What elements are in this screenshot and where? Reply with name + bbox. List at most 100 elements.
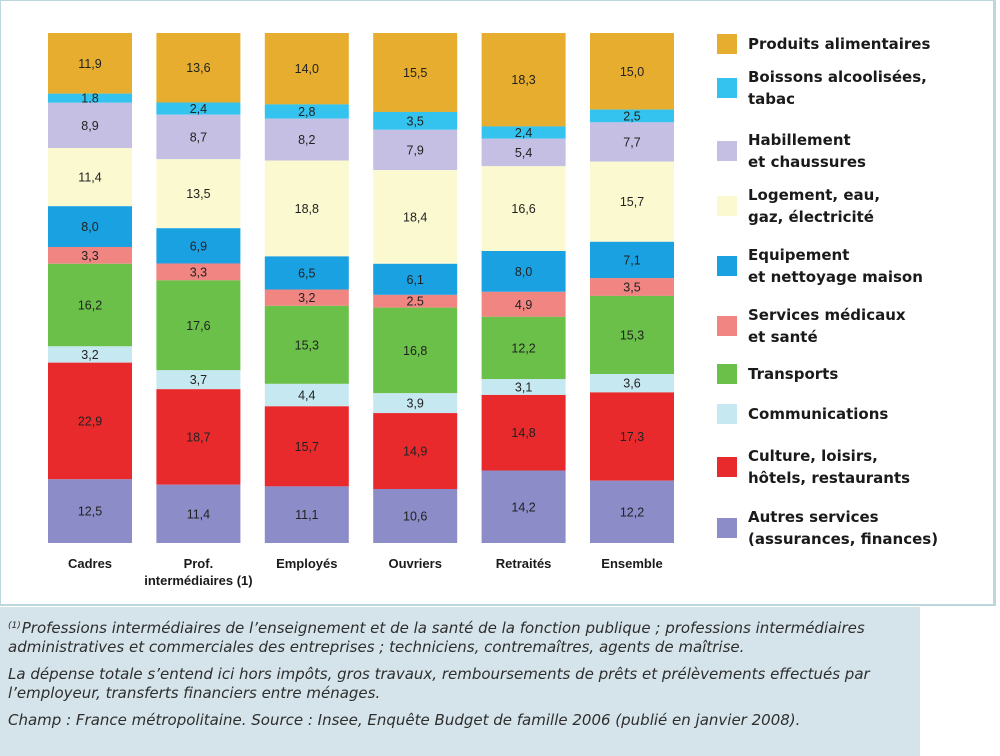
value-label: 3,2 bbox=[298, 291, 315, 305]
segment-equipement-et-nettoyage-maison bbox=[481, 250, 566, 292]
segment-logement-eau-gaz-electricite bbox=[264, 160, 349, 257]
value-label: 17,3 bbox=[620, 430, 644, 444]
segment-produits-alimentaires bbox=[156, 33, 241, 103]
value-label: 12,5 bbox=[78, 505, 102, 519]
notes-panel: (1)Professions intermédiaires de l’ensei… bbox=[0, 607, 920, 756]
segment-produits-alimentaires bbox=[48, 33, 132, 94]
value-label: 14,8 bbox=[511, 426, 535, 440]
segment-services-medicaux-et-sante bbox=[48, 246, 132, 264]
value-label: 7,7 bbox=[623, 135, 640, 149]
value-label: 22,9 bbox=[78, 414, 102, 428]
segment-transports bbox=[156, 280, 241, 371]
segment-logement-eau-gaz-electricite bbox=[481, 166, 566, 251]
category-label: Ouvriers bbox=[388, 556, 441, 571]
value-label: 12,2 bbox=[620, 505, 644, 519]
value-label: 8,9 bbox=[81, 119, 98, 133]
segment-habillement-et-chaussures bbox=[481, 138, 566, 167]
legend-label: et nettoyage maison bbox=[748, 268, 923, 286]
value-label: 16,2 bbox=[78, 299, 102, 313]
value-label: 3,6 bbox=[623, 377, 640, 391]
segment-autres-services-assurances-finances bbox=[590, 480, 674, 543]
segment-culture-loisirs-hotels-restaurants bbox=[264, 406, 349, 487]
category-label: Ensemble bbox=[601, 556, 662, 571]
legend-swatch-produits-alimentaires bbox=[717, 34, 737, 54]
segment-communications bbox=[156, 370, 241, 390]
value-label: 8,0 bbox=[515, 265, 532, 279]
segment-boissons-alcoolisees-tabac bbox=[264, 104, 349, 119]
value-label: 16,8 bbox=[403, 344, 427, 358]
segment-habillement-et-chaussures bbox=[48, 102, 132, 149]
segment-logement-eau-gaz-electricite bbox=[373, 170, 458, 264]
value-label: 6,1 bbox=[407, 273, 424, 287]
value-label: 18,8 bbox=[295, 202, 319, 216]
value-label: 6,9 bbox=[190, 239, 207, 253]
legend-label: Produits alimentaires bbox=[748, 35, 930, 53]
value-label: 14,9 bbox=[403, 445, 427, 459]
category-label: Retraités bbox=[496, 556, 552, 571]
legend-swatch-habillement-et-chaussures bbox=[717, 141, 737, 161]
segment-transports bbox=[481, 316, 566, 380]
value-label: 7,9 bbox=[407, 143, 424, 157]
segment-services-medicaux-et-sante bbox=[156, 263, 241, 281]
segment-communications bbox=[264, 383, 349, 407]
segment-communications bbox=[590, 374, 674, 393]
chart-panel: 11,9 1,8 8,9 11,4 8,0 3,3 16,2 3,2 22,9 12,5 Cadre… bbox=[0, 0, 996, 606]
segment-produits-alimentaires bbox=[373, 33, 458, 112]
segment-services-medicaux-et-sante bbox=[373, 294, 458, 308]
value-label: 13,6 bbox=[186, 61, 210, 75]
bar-ensemble: 15,0 2,5 7,7 15,7 7,1 3,5 15,3 3,6 17,3 12,2 bbox=[590, 33, 674, 543]
value-label: 8,2 bbox=[298, 133, 315, 147]
segment-communications bbox=[481, 379, 566, 395]
value-label: 6,5 bbox=[298, 266, 315, 280]
bar-employes: 14,0 2,8 8,2 18,8 6,5 3,2 15,3 4,4 15,7 11,1 bbox=[264, 33, 349, 543]
value-label: 17,6 bbox=[186, 319, 210, 333]
legend-label: Autres services bbox=[748, 508, 879, 526]
segment-culture-loisirs-hotels-restaurants bbox=[590, 392, 674, 481]
segment-communications bbox=[48, 346, 132, 363]
segment-logement-eau-gaz-electricite bbox=[48, 148, 132, 207]
bar-prof-intermediaires-1: 13,6 2,4 8,7 13,5 6,9 3,3 17,6 3,7 18,7 11,4 bbox=[156, 33, 241, 543]
value-label: 1,8 bbox=[81, 92, 98, 106]
legend-swatch-communications bbox=[717, 404, 737, 424]
segment-culture-loisirs-hotels-restaurants bbox=[48, 362, 132, 480]
segment-equipement-et-nettoyage-maison bbox=[264, 256, 349, 290]
category-label: Prof. bbox=[184, 556, 214, 571]
value-label: 2.5 bbox=[407, 295, 424, 309]
segment-autres-services-assurances-finances bbox=[156, 484, 241, 543]
legend-label: Communications bbox=[748, 405, 888, 423]
legend-label: Boissons alcoolisées, bbox=[748, 68, 927, 86]
value-label: 11,4 bbox=[187, 507, 210, 521]
segment-equipement-et-nettoyage-maison bbox=[590, 241, 674, 279]
footnote-marker: (1) bbox=[8, 621, 21, 631]
value-label: 11,4 bbox=[78, 171, 101, 185]
segment-autres-services-assurances-finances bbox=[481, 470, 566, 543]
segment-services-medicaux-et-sante bbox=[590, 278, 674, 296]
legend-swatch-services-medicaux-et-sante bbox=[717, 316, 737, 336]
segment-equipement-et-nettoyage-maison bbox=[48, 206, 132, 247]
value-label: 15,7 bbox=[620, 195, 644, 209]
value-label: 4,4 bbox=[298, 389, 315, 403]
segment-equipement-et-nettoyage-maison bbox=[156, 228, 241, 264]
value-label: 2,4 bbox=[190, 102, 207, 116]
value-label: 3,5 bbox=[623, 280, 640, 294]
legend-label: gaz, électricité bbox=[748, 208, 874, 226]
legend-label: hôtels, restaurants bbox=[748, 469, 910, 487]
value-label: 2,5 bbox=[623, 109, 640, 123]
value-label: 18,4 bbox=[403, 210, 427, 224]
segment-habillement-et-chaussures bbox=[590, 122, 674, 162]
value-label: 12,2 bbox=[511, 341, 535, 355]
segment-services-medicaux-et-sante bbox=[481, 291, 566, 317]
segment-transports bbox=[48, 263, 132, 347]
value-label: 3,1 bbox=[515, 381, 532, 395]
value-label: 8,0 bbox=[81, 220, 98, 234]
segment-culture-loisirs-hotels-restaurants bbox=[481, 394, 566, 471]
segment-boissons-alcoolisees-tabac bbox=[48, 93, 132, 103]
category-label: intermédiaires (1) bbox=[144, 573, 252, 588]
value-label: 5,4 bbox=[515, 146, 532, 160]
segment-boissons-alcoolisees-tabac bbox=[590, 109, 674, 123]
value-label: 11,1 bbox=[295, 508, 318, 522]
segment-produits-alimentaires bbox=[590, 33, 674, 110]
segment-services-medicaux-et-sante bbox=[264, 289, 349, 306]
segment-equipement-et-nettoyage-maison bbox=[373, 263, 458, 295]
category-label: Cadres bbox=[68, 556, 112, 571]
